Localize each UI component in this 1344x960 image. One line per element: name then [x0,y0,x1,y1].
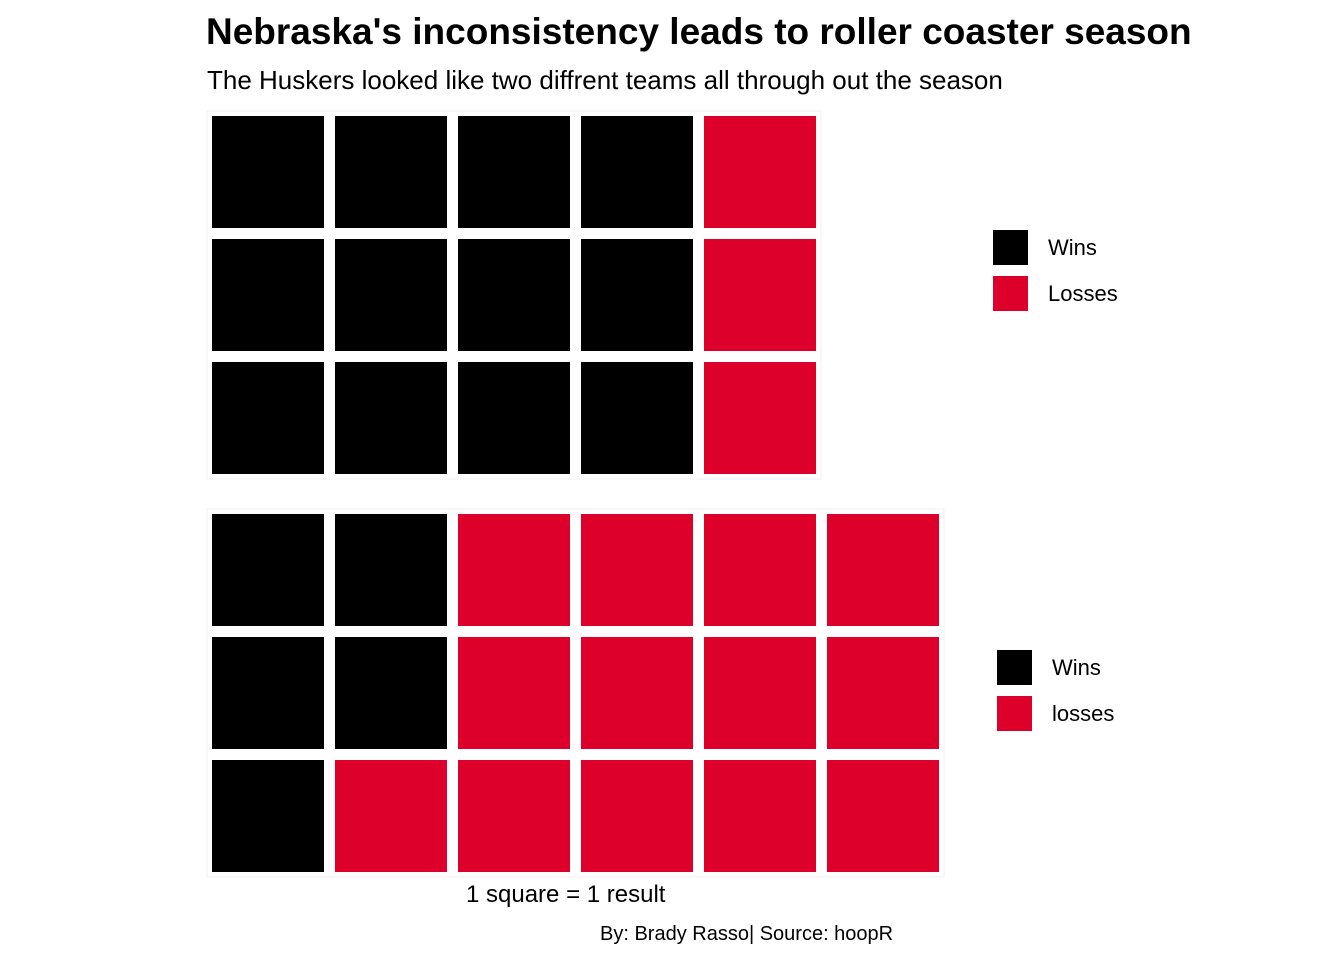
legend-swatch-wins [993,230,1028,265]
chart-caption: 1 square = 1 result [466,881,666,908]
legend-swatch-losses [993,276,1028,311]
waffle-square-losses [581,760,693,872]
legend-swatch-wins [997,650,1032,685]
waffle-square-wins [581,116,693,228]
chart-subtitle: The Huskers looked like two diffrent tea… [207,65,1003,95]
waffle-square-wins [458,116,570,228]
waffle-square-losses [704,760,816,872]
waffle-panel-frame [206,508,945,878]
waffle-square-losses [827,760,939,872]
waffle-square-losses [704,362,816,474]
waffle-square-losses [581,514,693,626]
waffle-square-wins [581,362,693,474]
waffle-square-wins [335,362,447,474]
waffle-square-losses [581,637,693,749]
waffle-square-losses [704,116,816,228]
legend-swatch-losses [997,696,1032,731]
waffle-square-wins [335,239,447,351]
legend-label-losses: losses [1052,701,1115,726]
waffle-square-wins [335,637,447,749]
waffle-square-wins [335,514,447,626]
waffle-square-losses [827,637,939,749]
waffle-square-wins [458,362,570,474]
waffle-square-losses [704,239,816,351]
legend-label-wins: Wins [1048,235,1097,260]
waffle-square-losses [704,637,816,749]
chart-credit: By: Brady Rasso| Source: hoopR [600,923,894,945]
waffle-square-wins [458,239,570,351]
waffle-square-wins [212,637,324,749]
waffle-panel-frame [206,110,822,480]
waffle-square-losses [704,514,816,626]
waffle-square-losses [458,514,570,626]
waffle-square-losses [827,514,939,626]
legend-label-wins: Wins [1052,655,1101,680]
waffle-square-wins [581,239,693,351]
waffle-square-wins [212,362,324,474]
legend-label-losses: Losses [1048,281,1118,306]
waffle-square-wins [212,760,324,872]
waffle-square-wins [212,514,324,626]
waffle-square-wins [335,116,447,228]
waffle-square-losses [335,760,447,872]
waffle-square-wins [212,239,324,351]
chart-title: Nebraska's inconsistency leads to roller… [206,11,1192,52]
waffle-square-losses [458,760,570,872]
waffle-square-wins [212,116,324,228]
waffle-square-losses [458,637,570,749]
